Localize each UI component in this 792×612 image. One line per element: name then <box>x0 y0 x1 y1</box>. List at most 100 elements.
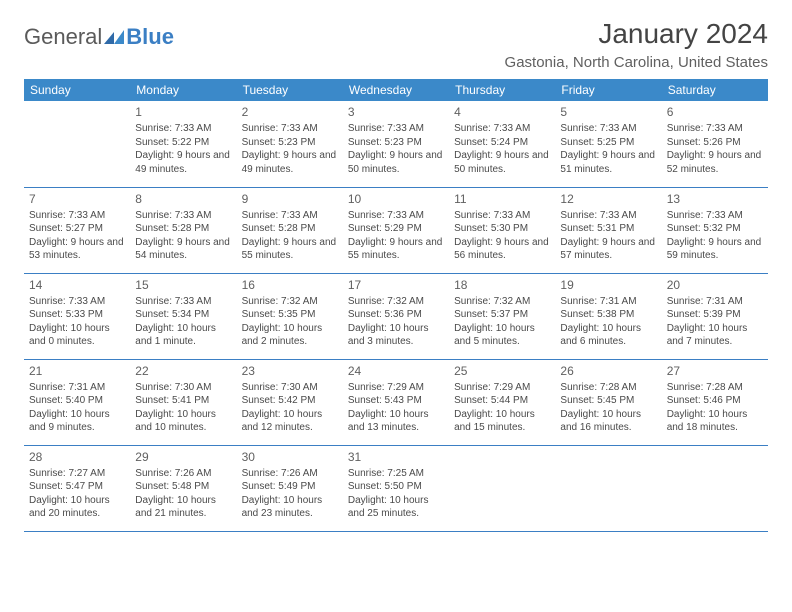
sunrise-line: Sunrise: 7:33 AM <box>667 209 763 223</box>
daylight-line: Daylight: 10 hours and 15 minutes. <box>454 408 550 435</box>
sunset-line: Sunset: 5:24 PM <box>454 136 550 150</box>
daylight-line: Daylight: 10 hours and 2 minutes. <box>242 322 338 349</box>
day-number: 8 <box>135 191 231 207</box>
sunrise-line: Sunrise: 7:33 AM <box>242 122 338 136</box>
sunset-line: Sunset: 5:22 PM <box>135 136 231 150</box>
daylight-line: Daylight: 10 hours and 5 minutes. <box>454 322 550 349</box>
day-number: 5 <box>560 104 656 120</box>
sunset-line: Sunset: 5:37 PM <box>454 308 550 322</box>
day-number: 26 <box>560 363 656 379</box>
calendar-cell: 8Sunrise: 7:33 AMSunset: 5:28 PMDaylight… <box>130 187 236 273</box>
day-number: 18 <box>454 277 550 293</box>
calendar-cell <box>24 101 130 187</box>
daylight-line: Daylight: 10 hours and 25 minutes. <box>348 494 444 521</box>
daylight-line: Daylight: 9 hours and 50 minutes. <box>348 149 444 176</box>
sunrise-line: Sunrise: 7:33 AM <box>135 122 231 136</box>
day-number: 16 <box>242 277 338 293</box>
sunrise-line: Sunrise: 7:33 AM <box>29 295 125 309</box>
sunrise-line: Sunrise: 7:33 AM <box>560 122 656 136</box>
daylight-line: Daylight: 10 hours and 20 minutes. <box>29 494 125 521</box>
calendar-week-row: 21Sunrise: 7:31 AMSunset: 5:40 PMDayligh… <box>24 359 768 445</box>
day-number: 11 <box>454 191 550 207</box>
sunset-line: Sunset: 5:42 PM <box>242 394 338 408</box>
calendar-cell: 9Sunrise: 7:33 AMSunset: 5:28 PMDaylight… <box>237 187 343 273</box>
day-number: 25 <box>454 363 550 379</box>
calendar-cell: 17Sunrise: 7:32 AMSunset: 5:36 PMDayligh… <box>343 273 449 359</box>
daylight-line: Daylight: 9 hours and 51 minutes. <box>560 149 656 176</box>
logo-text-blue: Blue <box>126 24 174 50</box>
daylight-line: Daylight: 10 hours and 23 minutes. <box>242 494 338 521</box>
calendar-cell: 27Sunrise: 7:28 AMSunset: 5:46 PMDayligh… <box>662 359 768 445</box>
calendar-cell: 4Sunrise: 7:33 AMSunset: 5:24 PMDaylight… <box>449 101 555 187</box>
calendar-cell: 20Sunrise: 7:31 AMSunset: 5:39 PMDayligh… <box>662 273 768 359</box>
daylight-line: Daylight: 9 hours and 49 minutes. <box>242 149 338 176</box>
day-number: 27 <box>667 363 763 379</box>
sunset-line: Sunset: 5:28 PM <box>135 222 231 236</box>
calendar-cell: 30Sunrise: 7:26 AMSunset: 5:49 PMDayligh… <box>237 445 343 531</box>
daylight-line: Daylight: 10 hours and 1 minute. <box>135 322 231 349</box>
sunrise-line: Sunrise: 7:29 AM <box>454 381 550 395</box>
sunset-line: Sunset: 5:45 PM <box>560 394 656 408</box>
sunset-line: Sunset: 5:31 PM <box>560 222 656 236</box>
sunset-line: Sunset: 5:47 PM <box>29 480 125 494</box>
sunset-line: Sunset: 5:30 PM <box>454 222 550 236</box>
sunrise-line: Sunrise: 7:25 AM <box>348 467 444 481</box>
calendar-cell <box>555 445 661 531</box>
day-header: Tuesday <box>237 79 343 101</box>
daylight-line: Daylight: 10 hours and 21 minutes. <box>135 494 231 521</box>
logo-text-general: General <box>24 24 102 50</box>
daylight-line: Daylight: 10 hours and 13 minutes. <box>348 408 444 435</box>
calendar-cell <box>662 445 768 531</box>
daylight-line: Daylight: 10 hours and 10 minutes. <box>135 408 231 435</box>
calendar-table: SundayMondayTuesdayWednesdayThursdayFrid… <box>24 79 768 532</box>
calendar-head: SundayMondayTuesdayWednesdayThursdayFrid… <box>24 79 768 101</box>
daylight-line: Daylight: 10 hours and 7 minutes. <box>667 322 763 349</box>
day-header: Monday <box>130 79 236 101</box>
sunrise-line: Sunrise: 7:31 AM <box>560 295 656 309</box>
daylight-line: Daylight: 9 hours and 56 minutes. <box>454 236 550 263</box>
calendar-cell: 11Sunrise: 7:33 AMSunset: 5:30 PMDayligh… <box>449 187 555 273</box>
sunset-line: Sunset: 5:38 PM <box>560 308 656 322</box>
calendar-cell: 22Sunrise: 7:30 AMSunset: 5:41 PMDayligh… <box>130 359 236 445</box>
daylight-line: Daylight: 10 hours and 6 minutes. <box>560 322 656 349</box>
sunset-line: Sunset: 5:27 PM <box>29 222 125 236</box>
day-number: 7 <box>29 191 125 207</box>
title-block: January 2024 Gastonia, North Carolina, U… <box>505 18 768 71</box>
header: General Blue January 2024 Gastonia, Nort… <box>24 18 768 71</box>
day-number: 21 <box>29 363 125 379</box>
sunset-line: Sunset: 5:28 PM <box>242 222 338 236</box>
day-header: Thursday <box>449 79 555 101</box>
sunset-line: Sunset: 5:23 PM <box>242 136 338 150</box>
daylight-line: Daylight: 10 hours and 0 minutes. <box>29 322 125 349</box>
day-number: 23 <box>242 363 338 379</box>
sunset-line: Sunset: 5:29 PM <box>348 222 444 236</box>
sunrise-line: Sunrise: 7:30 AM <box>242 381 338 395</box>
calendar-week-row: 28Sunrise: 7:27 AMSunset: 5:47 PMDayligh… <box>24 445 768 531</box>
calendar-body: 1Sunrise: 7:33 AMSunset: 5:22 PMDaylight… <box>24 101 768 531</box>
calendar-cell: 31Sunrise: 7:25 AMSunset: 5:50 PMDayligh… <box>343 445 449 531</box>
day-number: 28 <box>29 449 125 465</box>
sunset-line: Sunset: 5:41 PM <box>135 394 231 408</box>
calendar-cell: 5Sunrise: 7:33 AMSunset: 5:25 PMDaylight… <box>555 101 661 187</box>
sunset-line: Sunset: 5:32 PM <box>667 222 763 236</box>
day-number: 15 <box>135 277 231 293</box>
calendar-week-row: 7Sunrise: 7:33 AMSunset: 5:27 PMDaylight… <box>24 187 768 273</box>
calendar-cell: 13Sunrise: 7:33 AMSunset: 5:32 PMDayligh… <box>662 187 768 273</box>
sunset-line: Sunset: 5:36 PM <box>348 308 444 322</box>
calendar-cell: 7Sunrise: 7:33 AMSunset: 5:27 PMDaylight… <box>24 187 130 273</box>
day-number: 17 <box>348 277 444 293</box>
calendar-cell <box>449 445 555 531</box>
sunset-line: Sunset: 5:23 PM <box>348 136 444 150</box>
sunrise-line: Sunrise: 7:28 AM <box>667 381 763 395</box>
daylight-line: Daylight: 10 hours and 18 minutes. <box>667 408 763 435</box>
sunrise-line: Sunrise: 7:33 AM <box>667 122 763 136</box>
daylight-line: Daylight: 9 hours and 57 minutes. <box>560 236 656 263</box>
sunrise-line: Sunrise: 7:33 AM <box>29 209 125 223</box>
sunset-line: Sunset: 5:43 PM <box>348 394 444 408</box>
day-header: Friday <box>555 79 661 101</box>
sunset-line: Sunset: 5:33 PM <box>29 308 125 322</box>
sunrise-line: Sunrise: 7:33 AM <box>242 209 338 223</box>
daylight-line: Daylight: 10 hours and 12 minutes. <box>242 408 338 435</box>
daylight-line: Daylight: 10 hours and 3 minutes. <box>348 322 444 349</box>
calendar-cell: 24Sunrise: 7:29 AMSunset: 5:43 PMDayligh… <box>343 359 449 445</box>
